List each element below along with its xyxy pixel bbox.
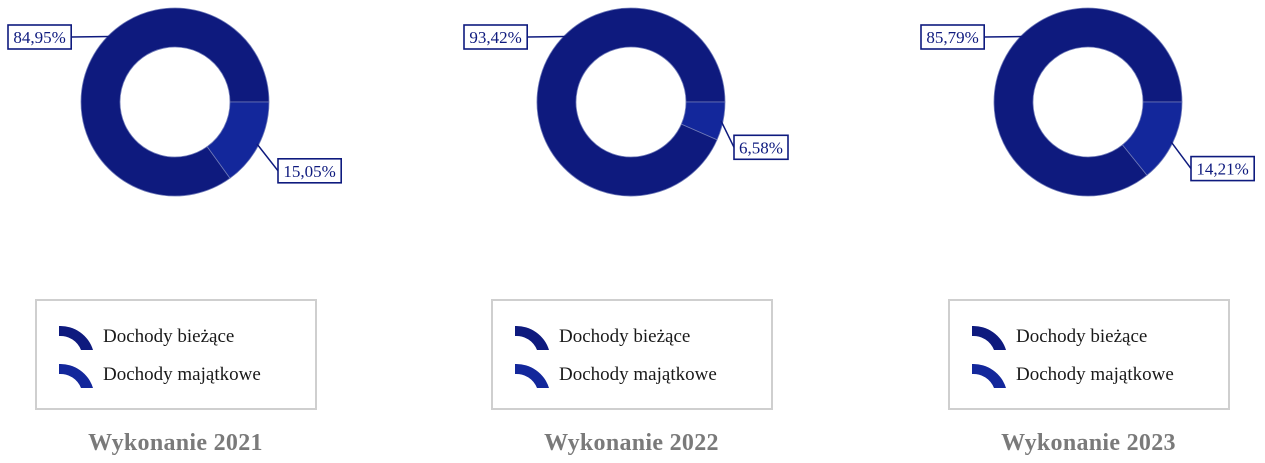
donut-slice-dochody-majatkowe [206,101,270,179]
chart-panel-2021: 84,95% 15,05% Dochody bieżące Dochody maj… [0,0,421,463]
legend: Dochody bieżące Dochody majątkowe [948,299,1230,410]
donut-slice-dochody-majatkowe [1121,101,1183,176]
chart-title: Wykonanie 2021 [88,430,263,456]
legend-item-dochody-biezace: Dochody bieżące [57,322,234,352]
legend-swatch-shape [59,325,93,350]
legend: Dochody bieżące Dochody majątkowe [35,299,317,410]
legend-swatch-shape [972,325,1006,350]
legend-item-dochody-biezace: Dochody bieżące [513,322,690,352]
data-label-box [733,134,789,161]
data-label: 14,21% [1196,160,1248,179]
legend-swatch-icon [515,325,549,350]
chart-panel-2022: 93,42% 6,58% Dochody bieżące Dochody mają… [456,0,877,463]
legend-item-dochody-biezace: Dochody bieżące [970,322,1147,352]
label-leader-line [720,120,735,148]
legend-label: Dochody bieżące [559,326,691,347]
legend-swatch-icon [972,363,1006,388]
legend-label: Dochody majątkowe [103,364,261,385]
data-label: 15,05% [283,162,335,181]
legend-item-dochody-majatkowe: Dochody majątkowe [57,360,261,390]
legend-label: Dochody bieżące [1016,326,1148,347]
data-label-box [7,24,73,50]
donut-chart: 84,95% 15,05% [7,7,343,197]
label-leader-line [256,143,279,172]
legend-swatch-shape [515,363,549,388]
legend-swatch-shape [972,363,1006,388]
legend-swatch-shape [515,325,549,350]
legend-swatch-shape [59,363,93,388]
legend-label: Dochody majątkowe [1016,364,1174,385]
data-label-box [277,158,343,184]
donut-slice-dochody-biezace [536,7,726,197]
data-label: 85,79% [926,28,978,47]
donut-slice-dochody-biezace [80,7,270,197]
legend-swatch-icon [515,363,549,388]
donut-slice-dochody-majatkowe [680,101,726,141]
legend-label: Dochody majątkowe [559,364,717,385]
legend: Dochody bieżące Dochody majątkowe [491,299,773,410]
data-label: 6,58% [739,138,783,157]
legend-swatch-icon [59,363,93,388]
donut-chart: 85,79% 14,21% [920,7,1256,197]
label-leader-line [1170,141,1192,170]
chart-title: Wykonanie 2022 [544,430,719,456]
data-label-box [1190,155,1256,182]
chart-panel-2023: 85,79% 14,21% Dochody bieżące Dochody maj… [913,0,1265,463]
data-label: 84,95% [13,28,65,47]
data-label: 93,42% [469,28,521,47]
legend-item-dochody-majatkowe: Dochody majątkowe [970,360,1174,390]
donut-slice-dochody-biezace [993,7,1183,197]
data-label-box [920,24,986,50]
legend-swatch-icon [972,325,1006,350]
donut-chart: 93,42% 6,58% [463,7,789,197]
chart-title: Wykonanie 2023 [1001,430,1176,456]
legend-swatch-icon [59,325,93,350]
data-label-box [463,24,529,50]
legend-label: Dochody bieżące [103,326,235,347]
legend-item-dochody-majatkowe: Dochody majątkowe [513,360,717,390]
